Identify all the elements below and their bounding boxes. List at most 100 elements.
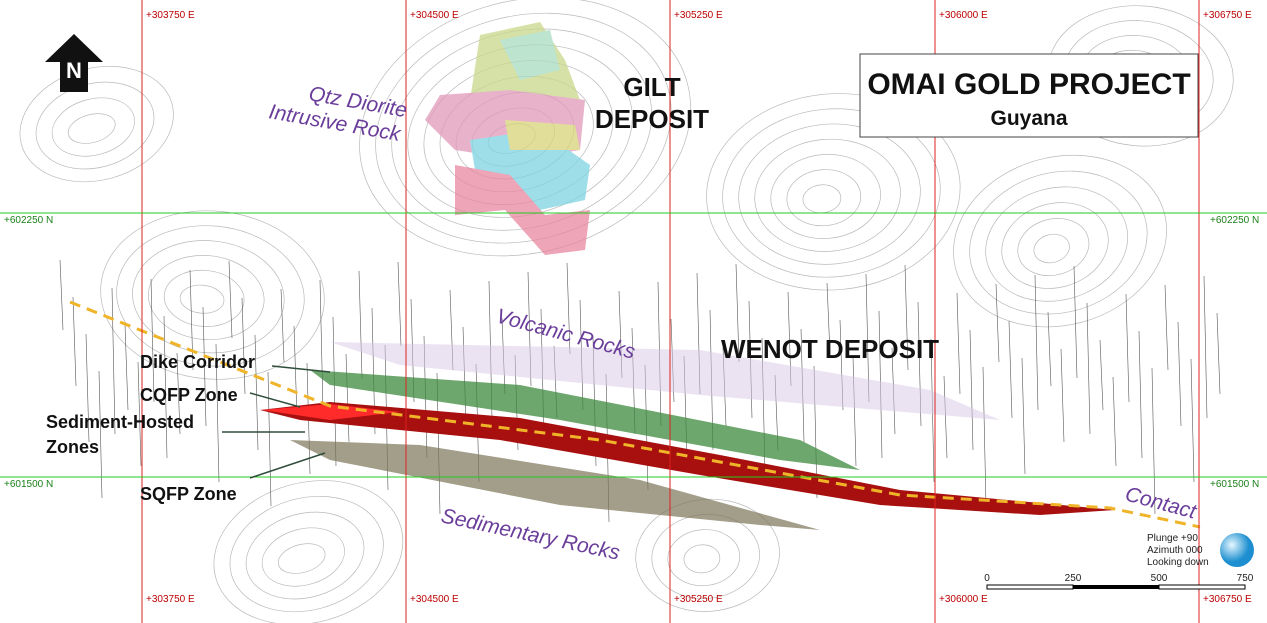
contour bbox=[261, 527, 345, 587]
drill-trace bbox=[904, 264, 909, 371]
drill-trace bbox=[111, 287, 116, 435]
drill-trace bbox=[1008, 320, 1013, 419]
drill-trace bbox=[1034, 274, 1039, 411]
contour bbox=[683, 544, 721, 574]
drill-trace bbox=[1164, 284, 1169, 371]
drill-trace bbox=[1138, 330, 1143, 459]
zone-label: Zones bbox=[46, 437, 99, 457]
easting-label: +306750 E bbox=[1203, 10, 1252, 21]
sqfp-zone bbox=[290, 440, 820, 530]
drill-trace bbox=[124, 324, 129, 411]
dike-corridor-zone bbox=[310, 370, 860, 470]
drill-trace bbox=[969, 329, 974, 451]
drill-trace bbox=[943, 375, 948, 459]
drill-trace bbox=[1073, 265, 1078, 379]
drill-trace bbox=[566, 262, 571, 355]
drill-trace bbox=[1060, 348, 1065, 443]
drill-trace bbox=[85, 333, 90, 443]
easting-label: +306000 E bbox=[939, 10, 988, 21]
contact-line bbox=[69, 300, 1201, 529]
zone-label: Sediment-Hosted bbox=[46, 412, 194, 432]
drill-trace bbox=[1125, 293, 1130, 403]
scale-label: 500 bbox=[1151, 573, 1168, 584]
subtitle: Guyana bbox=[990, 107, 1067, 130]
drill-trace bbox=[995, 283, 1000, 363]
leader-lines bbox=[222, 365, 331, 479]
title-box bbox=[859, 53, 1199, 138]
northing-label: +601500 N bbox=[4, 479, 53, 490]
easting-label: +306750 E bbox=[1203, 594, 1252, 605]
drill-trace bbox=[735, 263, 740, 363]
contour bbox=[969, 170, 1148, 315]
drill-trace bbox=[59, 259, 64, 331]
drill-trace bbox=[1177, 321, 1182, 427]
contour bbox=[100, 210, 325, 380]
drill-trace bbox=[1190, 358, 1195, 483]
volcanic-halo bbox=[330, 342, 1000, 420]
contour bbox=[132, 240, 285, 354]
drill-trace bbox=[254, 334, 259, 451]
drill-trace bbox=[137, 361, 142, 467]
drill-trace bbox=[358, 270, 363, 379]
drill-trace bbox=[176, 352, 181, 435]
contour bbox=[667, 529, 741, 587]
northing-label: +601500 N bbox=[1210, 479, 1259, 490]
scale-label: 750 bbox=[1237, 573, 1254, 584]
northing-label: +602250 N bbox=[4, 215, 53, 226]
view-info: Looking down bbox=[1147, 557, 1209, 568]
easting-label: +306000 E bbox=[939, 594, 988, 605]
sediment-hosted-zone bbox=[260, 402, 1115, 515]
drill-trace bbox=[956, 292, 961, 395]
deposit-label: DEPOSIT bbox=[595, 104, 709, 134]
drill-trace bbox=[241, 297, 246, 395]
contour bbox=[163, 269, 245, 327]
contour bbox=[179, 284, 225, 314]
contour bbox=[245, 511, 365, 600]
drill-trace bbox=[189, 269, 194, 371]
scale-label: 250 bbox=[1065, 573, 1082, 584]
drill-trace bbox=[228, 260, 233, 339]
contour bbox=[770, 154, 881, 239]
drill-trace bbox=[345, 353, 350, 443]
contour bbox=[722, 108, 941, 278]
gilt-bodies bbox=[425, 22, 590, 255]
drill-trace bbox=[280, 288, 285, 363]
drill-trace bbox=[293, 325, 298, 419]
contour bbox=[147, 255, 265, 341]
easting-label: +304500 E bbox=[410, 594, 459, 605]
contour bbox=[229, 495, 384, 613]
drill-trace bbox=[332, 316, 337, 467]
north-arrow: N bbox=[45, 34, 103, 92]
contour bbox=[1017, 218, 1090, 276]
drill-trace bbox=[267, 371, 272, 507]
drill-trace bbox=[1151, 367, 1156, 515]
north-label: N bbox=[66, 58, 82, 83]
zone-label: SQFP Zone bbox=[140, 484, 237, 504]
drill-trace bbox=[1021, 357, 1026, 475]
contour bbox=[213, 480, 404, 623]
contour bbox=[706, 93, 961, 291]
cqfp-zone bbox=[262, 404, 400, 420]
zone-label: CQFP Zone bbox=[140, 385, 238, 405]
drill-trace bbox=[1112, 376, 1117, 467]
contour bbox=[738, 123, 921, 265]
contour bbox=[51, 97, 135, 157]
contour bbox=[277, 543, 326, 574]
drill-trace bbox=[319, 279, 324, 411]
view-info: Azimuth 000 bbox=[1147, 545, 1203, 556]
contour bbox=[67, 113, 116, 144]
contour bbox=[1001, 202, 1109, 289]
drill-trace bbox=[150, 278, 155, 403]
contour bbox=[985, 186, 1129, 302]
contour bbox=[786, 169, 862, 227]
drill-trace bbox=[852, 356, 857, 467]
drill-trace bbox=[215, 343, 220, 483]
deposit-label: GILT bbox=[623, 72, 680, 102]
drill-trace bbox=[1216, 312, 1221, 395]
view-info: Plunge +90 bbox=[1147, 533, 1198, 544]
title: OMAI GOLD PROJECT bbox=[867, 68, 1190, 101]
drill-trace bbox=[163, 315, 168, 459]
drill-trace bbox=[397, 261, 402, 347]
